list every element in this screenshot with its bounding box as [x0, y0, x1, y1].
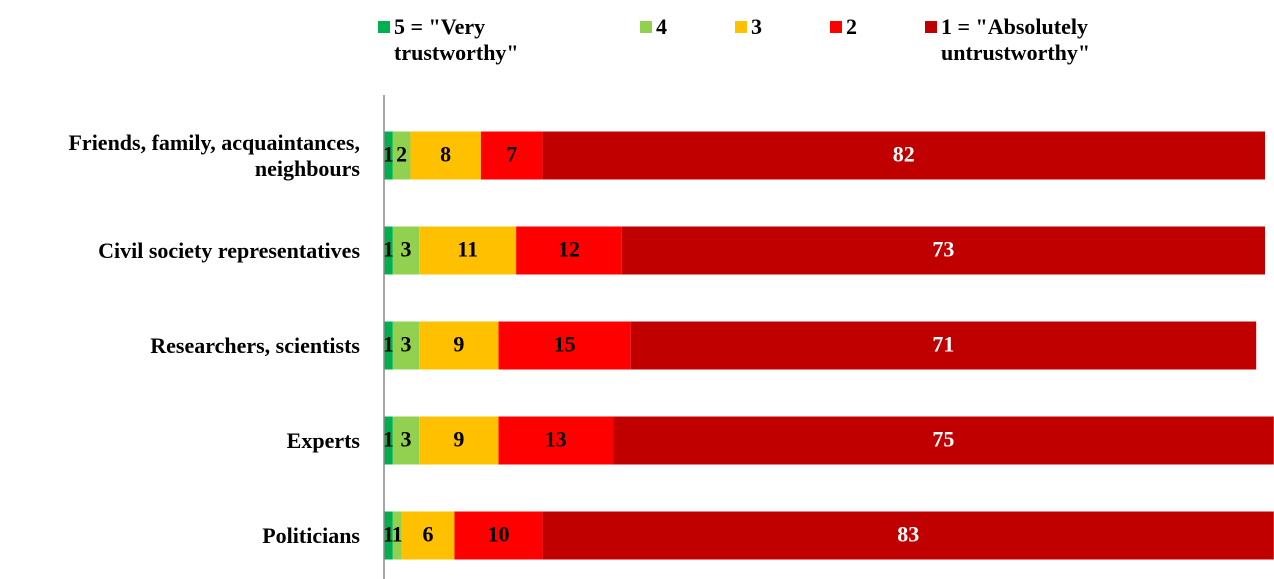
bar-segment: [454, 511, 543, 560]
legend-label: 3: [751, 14, 762, 39]
bar-segment: [384, 321, 393, 370]
bar-segment: [410, 131, 481, 180]
bar-segment: [419, 321, 499, 370]
data-label: 12: [558, 237, 580, 262]
bar-segment: [392, 321, 420, 370]
category-label: Experts: [286, 427, 360, 453]
category-label: Politicians: [262, 522, 360, 548]
bar-segment: [401, 511, 455, 560]
bar-segment: [613, 416, 1274, 465]
legend-item: 1 = "Absolutely untrustworthy": [925, 14, 1181, 66]
bar-segment: [384, 511, 393, 560]
data-label: 1: [383, 237, 394, 262]
bar-segment: [384, 226, 393, 275]
legend-item: 3: [735, 14, 791, 40]
category-label: Friends, family, acquaintances, neighbou…: [68, 129, 360, 181]
bar-segment: [419, 416, 499, 465]
legend-swatch: [640, 21, 652, 33]
data-label: 1: [392, 522, 403, 547]
data-label: 11: [457, 237, 478, 262]
bar-segment: [392, 131, 411, 180]
legend-item: 4: [640, 14, 696, 40]
data-label: 83: [897, 522, 919, 547]
bar-segment: [392, 226, 420, 275]
data-label: 6: [423, 522, 434, 547]
data-label: 3: [401, 237, 412, 262]
data-label: 71: [932, 332, 954, 357]
data-label: 13: [545, 427, 567, 452]
data-label: 3: [401, 427, 412, 452]
legend-swatch: [925, 21, 937, 33]
data-label: 75: [932, 427, 954, 452]
data-label: 73: [932, 237, 954, 262]
bar-segment: [384, 416, 393, 465]
data-label: 15: [554, 332, 576, 357]
legend-label: 4: [656, 14, 667, 39]
legend-swatch: [830, 21, 842, 33]
data-label: 1: [383, 427, 394, 452]
data-label: 82: [893, 142, 915, 167]
category-label: Researchers, scientists: [150, 332, 360, 358]
bar-segment: [392, 416, 420, 465]
bar-segment: [498, 321, 631, 370]
data-label: 3: [401, 332, 412, 357]
data-label: 9: [453, 427, 464, 452]
data-label: 9: [453, 332, 464, 357]
bar-segment: [498, 416, 614, 465]
bar-segment: [630, 321, 1257, 370]
data-label: 1: [383, 522, 394, 547]
legend-item: 5 = "Very trustworthy": [378, 14, 594, 66]
bar-segment: [480, 131, 543, 180]
data-label: 1: [383, 142, 394, 167]
bar-segment: [419, 226, 517, 275]
legend-label: 5 = "Very trustworthy": [394, 14, 519, 65]
bar-segment: [542, 511, 1274, 560]
legend-item: 2: [830, 14, 886, 40]
legend-label: 2: [846, 14, 857, 39]
data-label: 2: [396, 142, 407, 167]
legend-swatch: [735, 21, 747, 33]
category-label: Civil society representatives: [98, 237, 360, 263]
legend-label: 1 = "Absolutely untrustworthy": [941, 14, 1091, 65]
bar-segment: [621, 226, 1265, 275]
bar-segment: [542, 131, 1265, 180]
data-label: 10: [488, 522, 510, 547]
data-label: 8: [440, 142, 451, 167]
legend-swatch: [378, 21, 390, 33]
data-label: 7: [506, 142, 517, 167]
data-label: 1: [383, 332, 394, 357]
bar-segment: [392, 511, 402, 560]
bar-segment: [516, 226, 622, 275]
bar-segment: [384, 131, 393, 180]
